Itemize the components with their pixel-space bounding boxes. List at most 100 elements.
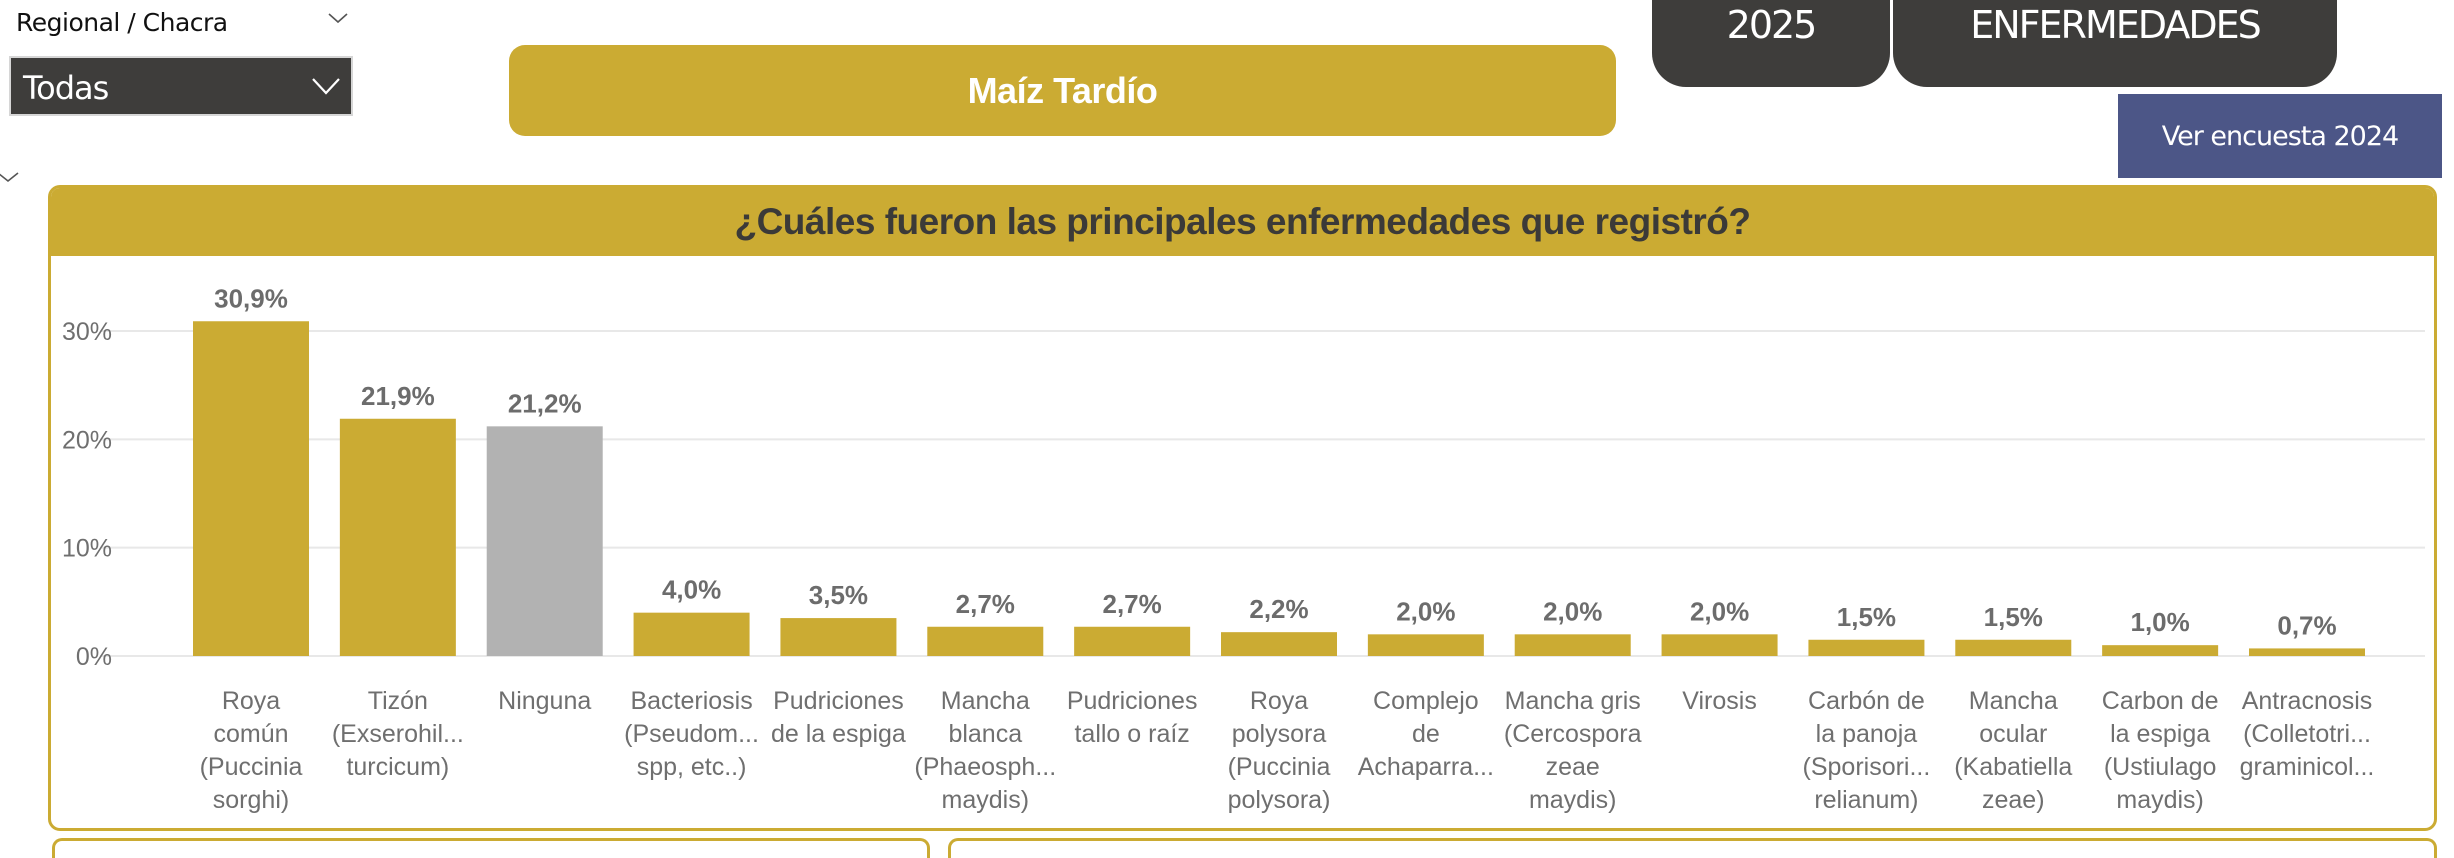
- chart-title: ¿Cuáles fueron las principales enfermeda…: [51, 188, 2434, 256]
- x-tick-label-line: Ninguna: [498, 687, 591, 715]
- x-tick-label-line: (Kabatiella: [1954, 753, 2072, 781]
- x-tick-label-line: Roya: [1250, 687, 1308, 715]
- bar[interactable]: [780, 618, 897, 656]
- chart-panel: ¿Cuáles fueron las principales enfermeda…: [48, 185, 2437, 831]
- x-tick-label-line: Pudriciones: [1067, 687, 1198, 715]
- x-axis: Roya común (Puccinia sorghi) Tizón (Exserohil…: [200, 687, 2375, 814]
- x-tick-label-line: maydis): [1529, 786, 1617, 814]
- x-tick-label-line: maydis): [2116, 786, 2204, 814]
- bar[interactable]: [633, 612, 750, 656]
- data-label: 2,0%: [1396, 596, 1455, 626]
- bar[interactable]: [193, 321, 309, 656]
- data-label: 2,7%: [1103, 589, 1162, 619]
- x-tick-label-line: la panoja: [1816, 720, 1918, 748]
- x-tick-label-line: polysora): [1228, 786, 1331, 814]
- x-tick-label-line: Mancha: [1969, 687, 2058, 715]
- bar[interactable]: [1221, 632, 1337, 656]
- bar[interactable]: [1074, 626, 1191, 656]
- x-tick-label-line: blanca: [948, 720, 1022, 748]
- x-tick-label: Mancha gris (Cercospora zeae maydis): [1504, 687, 1642, 814]
- y-tick-label: 10%: [62, 535, 112, 563]
- chevron-down-icon[interactable]: [326, 6, 350, 30]
- data-label: 30,9%: [214, 283, 288, 313]
- x-tick-label-line: (Puccinia: [1228, 753, 1331, 781]
- data-label: 1,5%: [1837, 602, 1896, 632]
- data-labels: 30,9% 21,9% 21,2% 4,0% 3,5% 2,7% 2,7% 2,2% 2,0% 2…: [214, 283, 2337, 640]
- bar-chart: 0% 10% 20% 30% 30,9% 21,9% 21,2% 4,0% 3,5% 2,7% 2…: [62, 283, 2425, 814]
- view-survey-2024-button[interactable]: Ver encuesta 2024: [2118, 94, 2442, 178]
- bar[interactable]: [1367, 634, 1484, 656]
- data-label: 21,2%: [508, 388, 582, 418]
- x-tick-label-line: relianum): [1814, 786, 1918, 814]
- x-tick-label-line: (Exserohil...: [332, 720, 464, 748]
- x-tick-label-line: Roya: [222, 687, 280, 715]
- x-tick-label: Virosis: [1682, 687, 1757, 715]
- x-tick-label: Ninguna: [498, 687, 591, 715]
- x-tick-label-line: Carbón de: [1808, 687, 1925, 715]
- x-tick-label: Carbon de la espiga (Ustiulago maydis): [2102, 687, 2219, 814]
- data-label: 2,2%: [1249, 594, 1308, 624]
- data-label: 3,5%: [809, 580, 868, 610]
- x-tick-label-line: Carbon de: [2102, 687, 2219, 715]
- x-tick-label-line: Mancha gris: [1505, 687, 1641, 715]
- x-tick-label-line: (Cercospora: [1504, 720, 1642, 748]
- bar[interactable]: [486, 426, 603, 656]
- chevron-down-icon[interactable]: [0, 168, 20, 188]
- x-tick-label-line: (Phaeosph...: [914, 753, 1056, 781]
- x-tick-label-line: ocular: [1979, 720, 2047, 748]
- x-tick-label-line: turcicum): [346, 753, 449, 781]
- bar[interactable]: [1955, 639, 2072, 656]
- x-tick-label-line: maydis): [942, 786, 1030, 814]
- x-tick-label-line: zeae): [1982, 786, 2045, 814]
- x-tick-label: Antracnosis (Colletotri... graminicol...: [2240, 687, 2375, 781]
- slicer-title: Regional / Chacra: [16, 8, 228, 37]
- x-tick-label-line: sorghi): [213, 786, 289, 814]
- x-tick-label-line: común: [213, 720, 288, 748]
- bar[interactable]: [1514, 634, 1631, 656]
- x-tick-label: Pudriciones de la espiga: [771, 687, 906, 748]
- x-tick-label: Mancha ocular (Kabatiella zeae): [1954, 687, 2072, 814]
- x-tick-label-line: Bacteriosis: [630, 687, 752, 715]
- y-tick-label: 30%: [62, 318, 112, 346]
- x-tick-label-line: de la espiga: [771, 720, 906, 748]
- data-label: 2,0%: [1543, 596, 1602, 626]
- x-tick-label-line: Virosis: [1682, 687, 1757, 715]
- x-tick-label-line: Complejo: [1373, 687, 1479, 715]
- x-tick-label-line: de: [1412, 720, 1440, 748]
- bar[interactable]: [2249, 648, 2365, 656]
- x-tick-label-line: la espiga: [2110, 720, 2210, 748]
- x-tick-label-line: zeae: [1546, 753, 1600, 781]
- y-tick-label: 0%: [76, 643, 112, 671]
- tab-year[interactable]: 2025: [1652, 0, 1890, 87]
- x-tick-label: Pudriciones tallo o raíz: [1067, 687, 1198, 748]
- bar[interactable]: [927, 626, 1044, 656]
- region-dropdown[interactable]: Todas: [9, 56, 353, 116]
- x-tick-label-line: Antracnosis: [2242, 687, 2373, 715]
- x-tick-label: Carbón de la panoja (Sporisori... relianum): [1803, 687, 1931, 814]
- bar[interactable]: [1661, 634, 1778, 656]
- data-label: 4,0%: [662, 575, 721, 605]
- chevron-down-icon: [312, 78, 340, 95]
- bars: [193, 321, 2365, 656]
- crop-button[interactable]: Maíz Tardío: [509, 45, 1616, 136]
- data-label: 2,7%: [956, 589, 1015, 619]
- tab-section[interactable]: ENFERMEDADES: [1893, 0, 2337, 87]
- x-tick-label-line: spp, etc..): [637, 753, 747, 781]
- data-label: 0,7%: [2277, 610, 2336, 640]
- x-tick-label: Bacteriosis (Pseudom... spp, etc..): [624, 687, 759, 781]
- bar[interactable]: [2102, 645, 2219, 656]
- x-tick-label-line: Achaparra...: [1358, 753, 1494, 781]
- x-tick-label-line: (Sporisori...: [1803, 753, 1931, 781]
- y-tick-label: 20%: [62, 426, 112, 454]
- x-tick-label-line: Tizón: [368, 687, 428, 715]
- bar[interactable]: [339, 418, 456, 656]
- x-tick-label: Roya común (Puccinia sorghi): [200, 687, 303, 814]
- region-dropdown-value: Todas: [23, 69, 109, 107]
- x-tick-label-line: (Colletotri...: [2243, 720, 2371, 748]
- data-label: 1,0%: [2131, 607, 2190, 637]
- y-axis: 0% 10% 20% 30%: [62, 318, 112, 671]
- x-tick-label-line: (Ustiulago: [2104, 753, 2217, 781]
- x-tick-label: Complejo de Achaparra...: [1358, 687, 1494, 781]
- bar[interactable]: [1808, 639, 1925, 656]
- x-tick-label: Mancha blanca (Phaeosph... maydis): [914, 687, 1056, 814]
